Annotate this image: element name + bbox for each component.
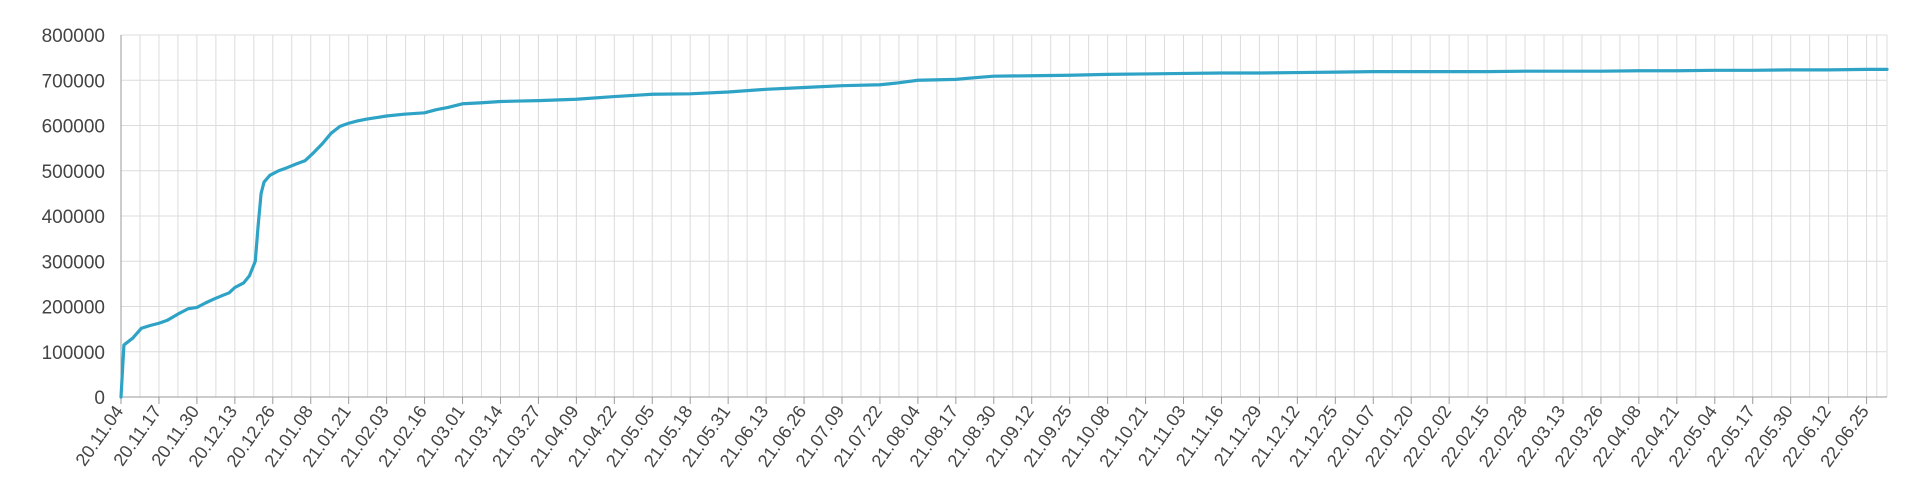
x-axis-tick-labels: 20.11.0420.11.1720.11.3020.12.1320.12.26… (71, 402, 1872, 471)
y-tick-label: 700000 (42, 71, 105, 92)
y-tick-label: 300000 (42, 252, 105, 273)
y-tick-label: 400000 (42, 207, 105, 228)
y-tick-label: 200000 (42, 298, 105, 319)
horizontal-gridlines (121, 34, 1887, 398)
y-tick-label: 800000 (42, 26, 105, 47)
y-axis-tick-labels: 0 100000 200000 300000 400000 500000 600000 700… (42, 26, 105, 409)
y-tick-label: 600000 (42, 117, 105, 138)
axes (120, 35, 1887, 404)
series-line (119, 67, 1889, 399)
series-layer (119, 67, 1889, 399)
y-tick-label: 0 (94, 388, 105, 409)
y-tick-label: 500000 (42, 162, 105, 183)
y-tick-label: 100000 (42, 343, 105, 364)
